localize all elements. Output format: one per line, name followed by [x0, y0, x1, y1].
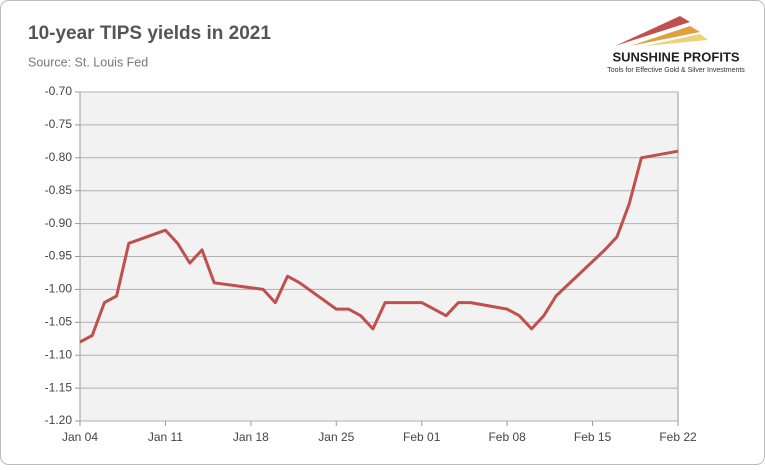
x-tick-label: Feb 15: [574, 430, 612, 444]
y-tick-label: -0.80: [45, 150, 73, 164]
y-tick-label: -1.15: [45, 380, 73, 394]
y-tick-label: -0.85: [45, 183, 73, 197]
x-tick-label: Feb 01: [403, 430, 441, 444]
x-tick-label: Feb 22: [659, 430, 697, 444]
logo-mark: [615, 16, 690, 46]
data-line: [79, 149, 679, 344]
logo: SUNSHINE PROFITS Tools for Effective Gol…: [607, 16, 745, 74]
logo-mark: [645, 34, 708, 46]
y-tick-label: -0.95: [45, 249, 73, 263]
logo-name: SUNSHINE PROFITS: [612, 49, 739, 64]
logo-mark: [630, 26, 700, 46]
y-tick-label: -1.00: [45, 282, 73, 296]
x-tick-label: Jan 18: [233, 430, 269, 444]
y-tick-label: -0.90: [45, 216, 73, 230]
x-tick-label: Feb 08: [488, 430, 526, 444]
y-tick-label: -0.70: [45, 84, 73, 98]
x-tick-label: Jan 04: [62, 430, 98, 444]
y-tick-label: -0.75: [45, 117, 73, 131]
chart-title: 10-year TIPS yields in 2021: [28, 23, 271, 44]
x-tick-label: Jan 25: [318, 430, 354, 444]
chart-subtitle: Source: St. Louis Fed: [28, 55, 148, 69]
y-tick-label: -1.20: [45, 413, 73, 427]
y-tick-label: -1.05: [45, 314, 73, 328]
y-tick-label: -1.10: [45, 347, 73, 361]
logo-tagline: Tools for Effective Gold & Silver Invest…: [607, 67, 745, 74]
x-tick-label: Jan 11: [148, 430, 183, 444]
